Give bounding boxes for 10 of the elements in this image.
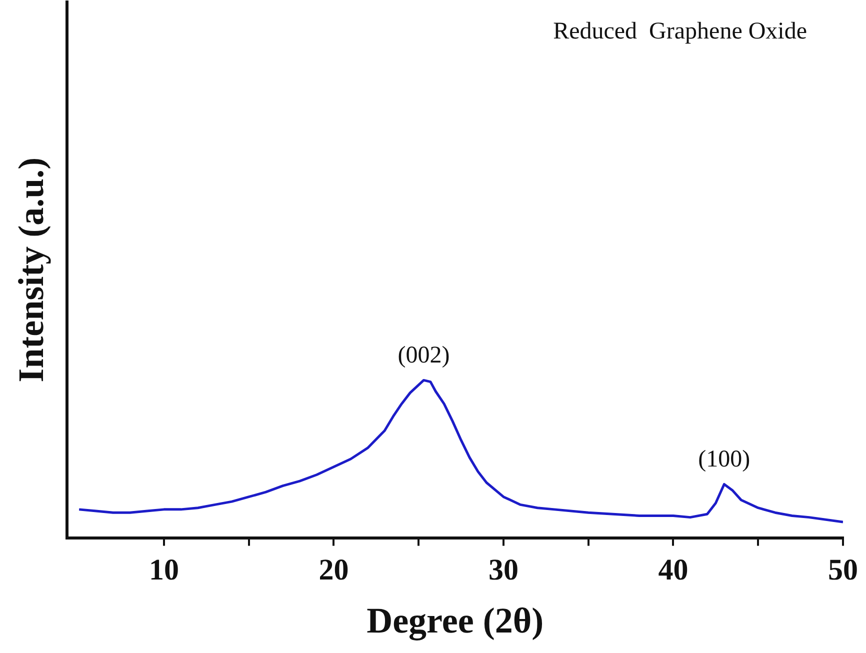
x-tick-label: 30 [488,554,518,587]
x-tick-label: 20 [318,554,349,587]
x-tick-label: 40 [658,554,688,587]
x-tick-label: 50 [828,554,858,587]
text: Reduced Graphene Oxide [553,18,807,44]
y-axis-title: Intensity (a.u.) [10,157,51,382]
annotation: (100) [698,446,750,473]
annotation: (002) [398,342,450,369]
x-axis-title: Degree (2θ) [366,600,544,641]
x-tick-label: 10 [148,554,179,587]
